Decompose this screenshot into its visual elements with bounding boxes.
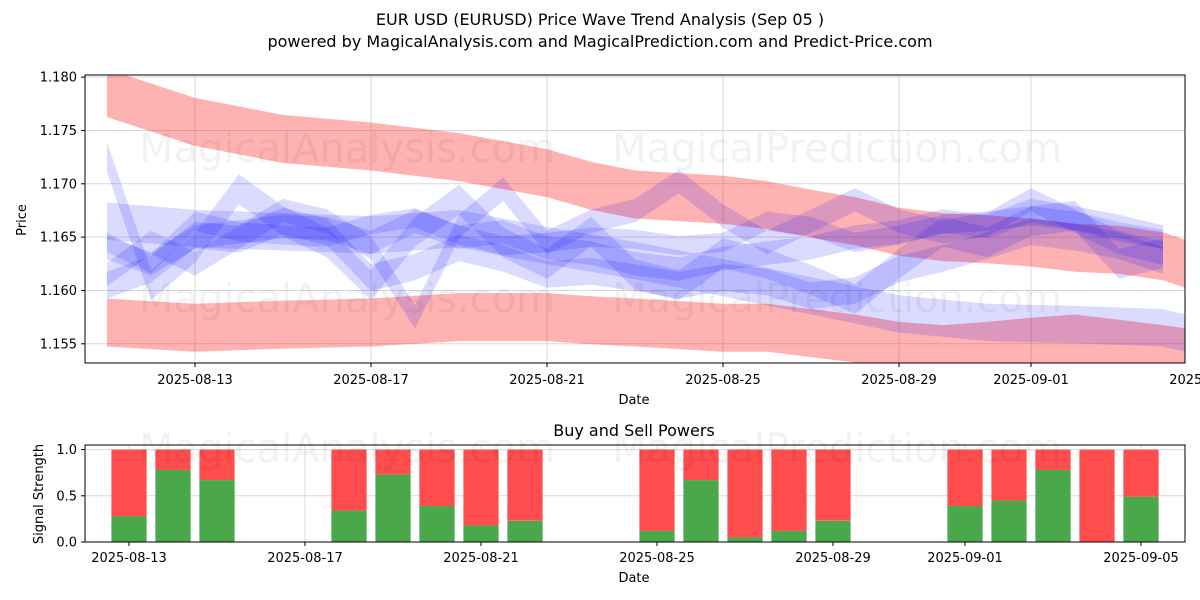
red-wave-band xyxy=(107,75,1185,288)
buy-power-bar xyxy=(1123,496,1159,542)
signal-x-tick-label: 2025-08-13 xyxy=(91,551,167,566)
buy-power-bar xyxy=(771,530,807,542)
price-x-ticks: 2025-08-13 2025-08-17 2025-08-21 2025-08-25… xyxy=(157,363,1200,388)
price-wave-bands xyxy=(107,75,1185,363)
signal-y-ticks: 0.0 0.5 1.0 xyxy=(56,443,85,551)
price-x-tick-label: 2025-09-01 xyxy=(993,373,1069,388)
watermark-mid-left: MagicalAnalysis.com xyxy=(139,276,555,322)
buy-power-bar xyxy=(111,516,147,542)
sell-power-bar xyxy=(771,449,807,531)
buy-power-bar xyxy=(463,525,499,542)
buy-power-bar xyxy=(199,480,235,542)
buy-power-bar xyxy=(419,506,455,542)
signal-bars xyxy=(111,449,1159,542)
watermark-mid-right: MagicalPrediction.com xyxy=(612,276,1062,322)
buy-power-bar xyxy=(683,480,719,542)
price-chart: MagicalAnalysis.com MagicalPrediction.co… xyxy=(15,71,1200,408)
signal-y-tick-label: 1.0 xyxy=(56,443,77,458)
buy-power-bar xyxy=(375,474,411,542)
watermark-bottom-left: MagicalAnalysis.com xyxy=(139,426,555,472)
signal-chart: Buy and Sell Powers MagicalAnalysis.com … xyxy=(32,421,1186,586)
blue-wave-band xyxy=(107,198,1163,281)
sell-power-bar xyxy=(639,449,675,531)
signal-y-axis-label: Signal Strength xyxy=(32,444,47,544)
buy-power-bar xyxy=(815,520,851,542)
buy-power-bar xyxy=(155,469,191,542)
price-y-tick-label: 1.175 xyxy=(40,124,77,139)
signal-x-tick-label: 2025-08-17 xyxy=(267,551,343,566)
price-x-tick-label: 2025-08-13 xyxy=(157,373,233,388)
watermark-top-right: MagicalPrediction.com xyxy=(612,126,1062,172)
sell-power-bar xyxy=(1035,449,1071,470)
sell-power-bar xyxy=(463,449,499,526)
sell-power-bar xyxy=(683,449,719,481)
sell-power-bar xyxy=(1079,449,1115,542)
price-y-ticks: 1.155 1.160 1.165 1.170 1.175 1.180 xyxy=(40,71,85,352)
price-y-tick-label: 1.160 xyxy=(40,284,77,299)
price-x-axis-label: Date xyxy=(618,393,649,408)
buy-power-bar xyxy=(331,510,367,542)
price-x-tick-label: 2025-08-21 xyxy=(509,373,585,388)
sell-power-bar xyxy=(419,449,455,506)
signal-y-tick-label: 0.0 xyxy=(56,536,77,551)
price-y-tick-label: 1.155 xyxy=(40,337,77,352)
price-y-tick-label: 1.170 xyxy=(40,177,77,192)
buy-power-bar xyxy=(1035,469,1071,542)
price-x-tick-label: 2025-09-05 xyxy=(1169,373,1200,388)
price-y-tick-label: 1.165 xyxy=(40,231,77,246)
price-grid xyxy=(85,75,1185,363)
blue-wave-band xyxy=(107,202,1185,352)
red-wave-band xyxy=(107,293,1185,363)
price-x-tick-label: 2025-08-25 xyxy=(685,373,761,388)
sell-power-bar xyxy=(111,449,147,517)
sell-power-bar xyxy=(199,449,235,481)
signal-axes-frame xyxy=(84,444,1186,543)
watermark-top-left: MagicalAnalysis.com xyxy=(139,126,555,172)
blue-wave-band xyxy=(107,206,1163,274)
buy-power-bar xyxy=(991,500,1027,542)
sell-power-bar xyxy=(155,449,191,470)
buy-power-bar xyxy=(507,520,543,542)
signal-y-tick-label: 0.5 xyxy=(56,489,77,504)
signal-x-tick-label: 2025-08-25 xyxy=(619,551,695,566)
price-y-tick-label: 1.180 xyxy=(40,71,77,86)
blue-wave-band xyxy=(107,207,1163,310)
watermark-bottom-right: MagicalPrediction.com xyxy=(612,426,1062,472)
signal-x-tick-label: 2025-08-21 xyxy=(443,551,519,566)
buy-power-bar xyxy=(947,506,983,542)
sell-power-bar xyxy=(331,449,367,511)
blue-wave-band xyxy=(107,142,1163,314)
blue-wave-band xyxy=(107,169,1163,329)
signal-x-ticks: 2025-08-13 2025-08-17 2025-08-21 2025-08-25… xyxy=(91,542,1179,566)
figure-title-line1: EUR USD (EURUSD) Price Wave Trend Analys… xyxy=(376,10,824,29)
signal-x-tick-label: 2025-09-01 xyxy=(927,551,1003,566)
signal-x-axis-label: Date xyxy=(618,571,649,586)
price-axes-frame xyxy=(84,74,1186,364)
signal-x-tick-label: 2025-09-05 xyxy=(1103,551,1179,566)
sell-power-bar xyxy=(991,449,1027,501)
figure-title-line2: powered by MagicalAnalysis.com and Magic… xyxy=(267,32,932,51)
buy-power-bar xyxy=(727,537,763,542)
price-x-tick-label: 2025-08-29 xyxy=(861,373,937,388)
sell-power-bar xyxy=(507,449,543,521)
price-y-axis-label: Price xyxy=(15,204,30,236)
sell-power-bar xyxy=(1123,449,1159,497)
price-x-tick-label: 2025-08-17 xyxy=(333,373,409,388)
signal-x-tick-label: 2025-08-29 xyxy=(795,551,871,566)
sell-power-bar xyxy=(727,449,763,538)
sell-power-bar xyxy=(815,449,851,521)
buy-power-bar xyxy=(639,530,675,542)
sell-power-bar xyxy=(375,449,411,475)
signal-chart-title: Buy and Sell Powers xyxy=(553,421,715,440)
price-plot-background xyxy=(85,75,1185,363)
sell-power-bar xyxy=(947,449,983,506)
